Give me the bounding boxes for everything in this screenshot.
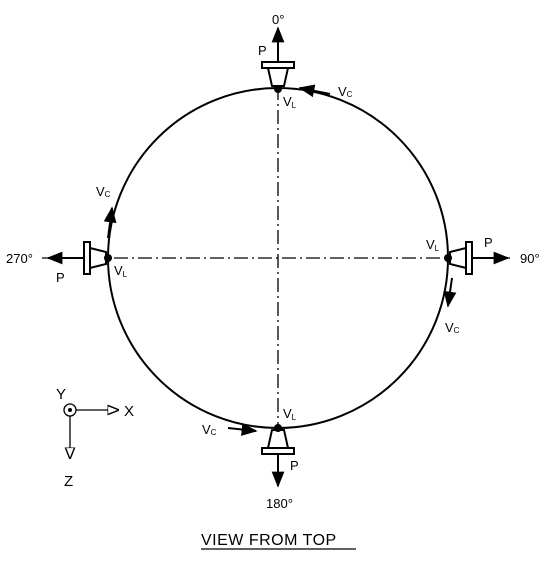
angle-label-180: 180°	[266, 496, 293, 511]
nozzle-top-neck	[266, 67, 290, 87]
vc-arrow-bottom	[227, 423, 258, 436]
nozzle-right-flange	[465, 241, 473, 275]
vc-arrow-left	[103, 206, 117, 239]
nozzle-right-neck	[449, 246, 467, 270]
vc-arrow-top	[298, 84, 331, 98]
angle-label-270: 270°	[6, 251, 33, 266]
nozzle-top	[261, 26, 331, 98]
y-axis-label: Y	[56, 386, 66, 403]
nozzle-left-point	[104, 254, 112, 262]
vc-label-right: VC	[445, 320, 460, 335]
vc-label-bottom: VC	[202, 422, 217, 437]
vc-label-top: VC	[338, 84, 353, 99]
nozzle-right-point	[444, 254, 452, 262]
z-axis-label: Z	[64, 473, 73, 490]
force-p-label-top: P	[258, 43, 267, 58]
nozzle-left	[46, 206, 117, 275]
nozzle-bottom-point	[274, 424, 282, 432]
coordinate-axes	[63, 403, 118, 458]
vl-label-right: VL	[426, 237, 440, 253]
vl-label-left: VL	[114, 263, 128, 279]
nozzle-bottom-flange	[261, 447, 295, 455]
vl-label-bottom: VL	[283, 406, 297, 422]
nozzle-left-neck	[89, 246, 107, 270]
nozzle-right	[443, 241, 510, 308]
nozzle-top-point	[274, 85, 282, 93]
nozzle-bottom	[227, 423, 295, 488]
vl-label-top: VL	[283, 94, 297, 110]
x-axis-label: X	[124, 403, 134, 420]
vc-label-left: VC	[96, 184, 111, 199]
angle-label-90: 90°	[520, 251, 540, 266]
force-p-label-left: P	[56, 270, 65, 285]
force-p-label-bottom: P	[290, 458, 299, 473]
diagram-title: VIEW FROM TOP	[201, 532, 337, 549]
force-p-label-right: P	[484, 235, 493, 250]
vc-arrow-right	[443, 277, 457, 308]
angle-label-0: 0°	[272, 12, 284, 27]
nozzle-bottom-neck	[266, 429, 290, 449]
y-axis-dot	[68, 408, 72, 412]
